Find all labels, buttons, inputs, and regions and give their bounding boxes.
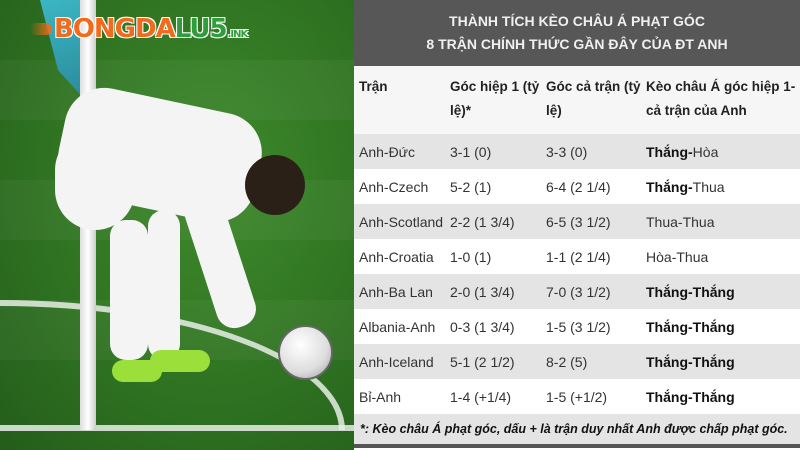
header-first-half: Góc hiệp 1 (tỷ lệ)* xyxy=(450,79,540,118)
cell-result: Thắng-Thua xyxy=(646,179,800,195)
cell-full-match: 6-5 (3 1/2) xyxy=(546,213,611,230)
cell-result: Thắng-Thắng xyxy=(646,319,800,335)
player-leg xyxy=(148,210,180,360)
result-first-half: Thua xyxy=(646,213,678,230)
player-shorts xyxy=(55,130,135,230)
cell-match: Anh-Czech xyxy=(359,178,429,195)
cell-match: Anh-Đức xyxy=(359,143,416,160)
cell-full-match: 6-4 (2 1/4) xyxy=(546,178,611,195)
result-separator: - xyxy=(688,143,693,160)
table-row: Anh-Iceland 5-1 (2 1/2) 8-2 (5) Thắng-Thắng xyxy=(354,344,800,379)
result-full-match: Thua xyxy=(676,248,709,265)
table-header: Trận Góc hiệp 1 (tỷ lệ)* Góc cả trận (tỷ… xyxy=(354,66,800,134)
result-first-half: Hòa xyxy=(646,248,672,265)
cell-first-half: 5-1 (2 1/2) xyxy=(450,353,515,370)
cell-match: Albania-Anh xyxy=(359,318,436,335)
cell-first-half: 1-4 (+1/4) xyxy=(450,388,512,405)
result-full-match: Thua xyxy=(682,213,715,230)
player-boot xyxy=(112,360,162,382)
footnote: *: Kèo châu Á phạt góc, dấu + là trận du… xyxy=(354,414,800,448)
cell-full-match: 1-1 (2 1/4) xyxy=(546,248,611,265)
table-row: Albania-Anh 0-3 (1 3/4) 1-5 (3 1/2) Thắng-T… xyxy=(354,309,800,344)
result-full-match: Thắng xyxy=(692,353,735,370)
result-first-half: Thắng xyxy=(646,283,688,300)
header-full-match: Góc cả trận (tỷ lệ) xyxy=(546,79,641,118)
football xyxy=(278,325,333,380)
table-row: Anh-Ba Lan 2-0 (1 3/4) 7-0 (3 1/2) Thắng-Th… xyxy=(354,274,800,309)
cell-result: Thắng-Hòa xyxy=(646,144,800,160)
cell-first-half: 5-2 (1) xyxy=(450,178,492,195)
cell-match: Bỉ-Anh xyxy=(359,388,402,405)
result-first-half: Thắng xyxy=(646,143,688,160)
table-body: Anh-Đức 3-1 (0) 3-3 (0) Thắng-Hòa Anh-Czech 5… xyxy=(354,134,800,414)
result-first-half: Thắng xyxy=(646,388,688,405)
result-separator: - xyxy=(688,283,693,300)
result-full-match: Thắng xyxy=(692,388,735,405)
cell-match: Anh-Croatia xyxy=(359,248,434,265)
result-full-match: Thua xyxy=(692,178,725,195)
result-separator: - xyxy=(688,318,693,335)
table-row: Anh-Croatia 1-0 (1) 1-1 (2 1/4) Hòa-Thua xyxy=(354,239,800,274)
result-first-half: Thắng xyxy=(646,318,688,335)
cell-first-half: 3-1 (0) xyxy=(450,143,492,160)
site-logo[interactable]: BONGDA LU5 .INK xyxy=(30,14,248,44)
cell-first-half: 1-0 (1) xyxy=(450,248,492,265)
cell-result: Thắng-Thắng xyxy=(646,354,800,370)
player-head xyxy=(245,155,305,215)
corner-stats-table: THÀNH TÍCH KÈO CHÂU Á PHẠT GÓC 8 TRẬN CH… xyxy=(354,0,800,450)
flame-icon xyxy=(30,23,52,35)
result-separator: - xyxy=(688,388,693,405)
cell-result: Thắng-Thắng xyxy=(646,389,800,405)
touchline xyxy=(0,425,354,431)
cell-result: Thắng-Thắng xyxy=(646,284,800,300)
result-separator: - xyxy=(677,213,683,230)
cell-full-match: 7-0 (3 1/2) xyxy=(546,283,611,300)
player-boot xyxy=(150,350,210,372)
cell-match: Anh-Ba Lan xyxy=(359,283,433,300)
table-row: Anh-Czech 5-2 (1) 6-4 (2 1/4) Thắng-Thua xyxy=(354,169,800,204)
result-first-half: Thắng xyxy=(646,353,688,370)
cell-result: Thua-Thua xyxy=(646,214,800,230)
cell-full-match: 8-2 (5) xyxy=(546,353,588,370)
result-full-match: Hòa xyxy=(692,143,719,160)
cell-match: Anh-Scotland xyxy=(359,213,444,230)
header-result: Kèo châu Á góc hiệp 1- cả trận của Anh xyxy=(646,79,796,118)
table-row: Anh-Đức 3-1 (0) 3-3 (0) Thắng-Hòa xyxy=(354,134,800,169)
result-full-match: Thắng xyxy=(692,318,735,335)
cell-full-match: 3-3 (0) xyxy=(546,143,588,160)
cell-full-match: 1-5 (3 1/2) xyxy=(546,318,611,335)
player-leg xyxy=(110,220,148,360)
result-separator: - xyxy=(688,178,693,195)
table-title: THÀNH TÍCH KÈO CHÂU Á PHẠT GÓC 8 TRẬN CH… xyxy=(354,0,800,66)
cell-first-half: 2-2 (1 3/4) xyxy=(450,213,515,230)
cell-full-match: 1-5 (+1/2) xyxy=(546,388,608,405)
cell-result: Hòa-Thua xyxy=(646,249,800,265)
cell-match: Anh-Iceland xyxy=(359,353,434,370)
table-row: Anh-Scotland 2-2 (1 3/4) 6-5 (3 1/2) Thua-T… xyxy=(354,204,800,239)
result-first-half: Thắng xyxy=(646,178,688,195)
result-separator: - xyxy=(688,353,693,370)
table-row: Bỉ-Anh 1-4 (+1/4) 1-5 (+1/2) Thắng-Thắng xyxy=(354,379,800,414)
result-separator: - xyxy=(671,248,677,265)
result-full-match: Thắng xyxy=(692,283,735,300)
photo-corner-kick: BONGDA LU5 .INK xyxy=(0,0,354,450)
cell-first-half: 2-0 (1 3/4) xyxy=(450,283,515,300)
cell-first-half: 0-3 (1 3/4) xyxy=(450,318,515,335)
header-match: Trận xyxy=(359,79,388,94)
